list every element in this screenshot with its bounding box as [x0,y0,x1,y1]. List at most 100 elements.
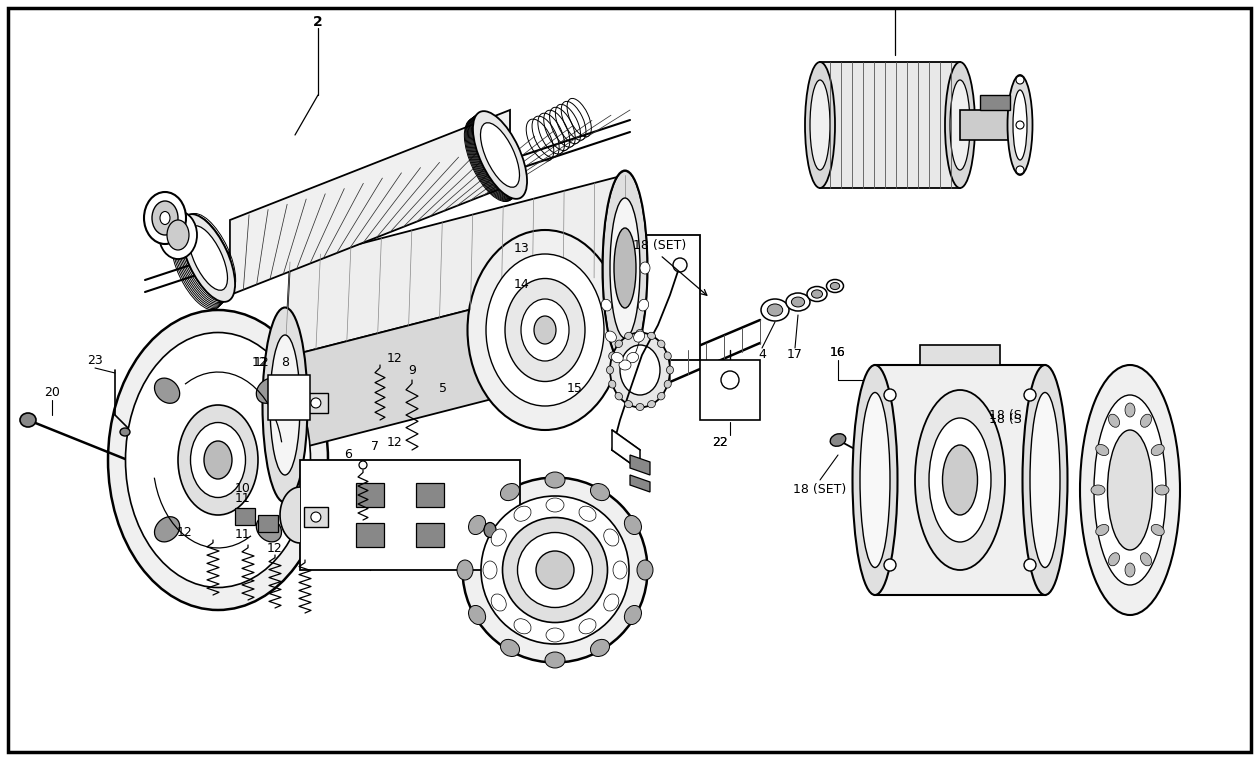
Ellipse shape [1094,395,1166,585]
Ellipse shape [1108,414,1119,427]
Ellipse shape [619,345,660,395]
Ellipse shape [637,560,653,580]
Ellipse shape [612,353,623,363]
Ellipse shape [502,518,608,622]
Ellipse shape [657,392,665,400]
Ellipse shape [545,472,565,488]
Text: 12: 12 [252,356,268,369]
Polygon shape [820,62,961,188]
Ellipse shape [590,483,609,501]
Ellipse shape [178,405,258,515]
Ellipse shape [1013,90,1027,160]
Ellipse shape [614,228,636,308]
Ellipse shape [624,515,642,534]
Ellipse shape [483,523,496,537]
Text: 5: 5 [439,382,447,394]
Polygon shape [415,483,444,507]
Ellipse shape [1151,445,1165,455]
Ellipse shape [311,398,321,408]
Ellipse shape [627,353,638,363]
Ellipse shape [633,331,645,342]
Ellipse shape [915,390,1005,570]
Ellipse shape [786,293,810,311]
Polygon shape [700,360,760,420]
Ellipse shape [1024,389,1036,401]
Ellipse shape [473,111,528,199]
Ellipse shape [167,220,189,250]
Polygon shape [303,393,327,413]
Polygon shape [356,483,384,507]
Ellipse shape [1016,166,1024,174]
Ellipse shape [501,483,520,501]
Ellipse shape [579,506,596,521]
Ellipse shape [536,551,574,589]
Text: 16: 16 [830,346,846,359]
Ellipse shape [190,423,246,498]
Ellipse shape [590,639,609,657]
Ellipse shape [860,392,890,568]
Ellipse shape [514,619,531,634]
Ellipse shape [884,389,896,401]
Ellipse shape [181,214,235,302]
Ellipse shape [604,529,619,546]
Text: 12: 12 [178,525,193,539]
Text: 12: 12 [267,541,283,555]
Polygon shape [230,110,510,295]
Ellipse shape [1155,485,1170,495]
Ellipse shape [636,404,645,410]
Ellipse shape [505,278,585,382]
Polygon shape [630,475,650,492]
Polygon shape [258,515,278,532]
Polygon shape [268,375,310,420]
Text: 17: 17 [787,349,803,362]
Text: 18 (S: 18 (S [988,413,1021,426]
Polygon shape [875,365,1045,595]
Ellipse shape [467,230,622,430]
Ellipse shape [657,340,665,347]
Ellipse shape [1016,121,1024,129]
Ellipse shape [545,652,565,668]
Ellipse shape [269,335,300,475]
Ellipse shape [457,560,473,580]
Ellipse shape [257,378,282,404]
Ellipse shape [491,594,506,611]
Ellipse shape [481,122,520,187]
Ellipse shape [1151,524,1165,536]
Polygon shape [279,487,300,543]
Ellipse shape [760,299,789,321]
Text: 9: 9 [408,363,415,376]
Ellipse shape [767,304,783,316]
Ellipse shape [611,333,670,407]
Ellipse shape [521,299,569,361]
Polygon shape [920,345,1000,365]
Text: 12: 12 [254,356,269,369]
Ellipse shape [546,498,564,512]
Ellipse shape [608,380,616,388]
Polygon shape [235,508,256,525]
Ellipse shape [189,226,228,290]
Polygon shape [356,523,384,547]
Ellipse shape [257,517,282,542]
Text: 6: 6 [344,448,353,461]
Ellipse shape [951,80,969,170]
Ellipse shape [120,428,130,436]
Ellipse shape [792,297,805,307]
Ellipse shape [501,639,520,657]
Polygon shape [415,523,444,547]
Ellipse shape [155,517,180,542]
Ellipse shape [647,332,656,340]
Ellipse shape [608,352,616,359]
Ellipse shape [1016,76,1024,84]
Text: 20: 20 [44,385,60,398]
Ellipse shape [624,401,632,408]
Polygon shape [300,460,520,570]
Ellipse shape [640,262,650,274]
Ellipse shape [884,559,896,571]
Ellipse shape [159,211,196,259]
Text: 4: 4 [758,349,765,362]
Ellipse shape [647,401,656,408]
Ellipse shape [674,258,687,272]
Ellipse shape [514,506,531,521]
Ellipse shape [546,628,564,642]
Ellipse shape [665,380,671,388]
